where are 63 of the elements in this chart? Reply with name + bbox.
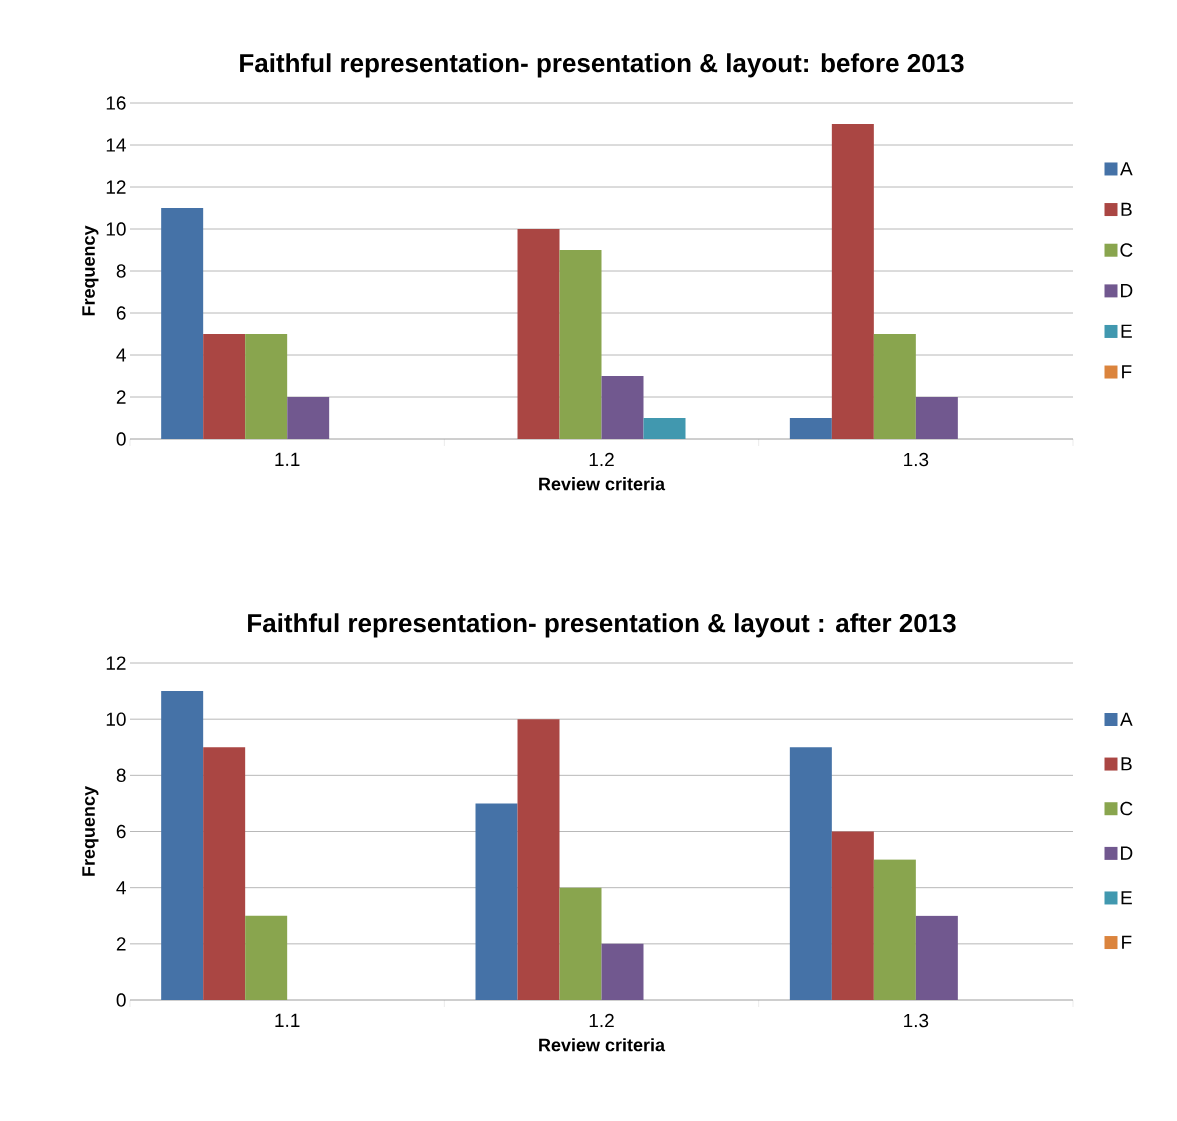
- x-tick-label: 1.3: [904, 1013, 929, 1028]
- bar: [517, 719, 560, 1001]
- y-tick-label: 0: [116, 432, 126, 446]
- legend-label: E: [1121, 324, 1132, 338]
- bar: [601, 376, 644, 439]
- legend-label: B: [1121, 757, 1132, 771]
- bar: [245, 915, 288, 1001]
- bar: [287, 397, 330, 439]
- bar: [203, 747, 246, 1001]
- x-tick-label: 1.2: [589, 452, 614, 467]
- bar: [475, 803, 518, 1001]
- bar: [245, 334, 288, 439]
- bar: [601, 943, 644, 1001]
- y-tick-label: 6: [116, 306, 126, 320]
- y-tick-label: 0: [116, 993, 126, 1007]
- y-tick-label: 16: [106, 96, 126, 110]
- bar: [789, 747, 832, 1001]
- legend-label: A: [1120, 162, 1133, 176]
- y-axis-title: Frequency: [82, 786, 99, 876]
- y-tick-label: 12: [106, 180, 126, 194]
- bar: [559, 250, 602, 439]
- bar: [915, 397, 958, 439]
- bar: [517, 229, 560, 439]
- x-tick-label: 1.2: [589, 1013, 614, 1028]
- legend-label: D: [1121, 284, 1133, 298]
- bar: [915, 915, 958, 1001]
- legend-label: A: [1120, 712, 1133, 726]
- bar: [831, 831, 874, 1001]
- legend-label: C: [1120, 801, 1133, 816]
- bar: [203, 334, 246, 439]
- legend-label: F: [1122, 365, 1132, 379]
- y-tick-label: 2: [116, 390, 126, 404]
- chart-title: Faithful representation- presentation & layout : after 2013: [248, 613, 956, 638]
- y-tick-label: 10: [106, 712, 126, 726]
- legend-label: F: [1122, 935, 1132, 949]
- y-tick-label: 10: [106, 222, 126, 236]
- legend-label: B: [1121, 202, 1132, 216]
- x-axis-title: Review criteria: [539, 477, 666, 491]
- bar: [831, 124, 874, 439]
- legend-label: D: [1121, 846, 1133, 860]
- bar: [873, 334, 916, 439]
- bar: [873, 859, 916, 1001]
- x-tick-label: 1.1: [275, 1013, 300, 1027]
- y-tick-label: 4: [116, 881, 126, 895]
- y-tick-label: 6: [116, 824, 126, 839]
- y-tick-label: 2: [116, 937, 126, 951]
- y-tick-label: 14: [106, 138, 126, 152]
- x-tick-label: 1.1: [275, 452, 300, 466]
- legend-label: E: [1121, 891, 1132, 905]
- y-tick-label: 4: [116, 348, 126, 362]
- bar: [161, 691, 204, 1001]
- y-tick-label: 8: [116, 768, 126, 783]
- bar: [643, 418, 686, 439]
- y-tick-label: 12: [106, 656, 126, 670]
- chart-title: Faithful representation- presentation & layout: before 2013: [240, 53, 964, 78]
- y-tick-label: 8: [116, 264, 126, 278]
- legend-label: C: [1120, 243, 1133, 257]
- x-axis-title: Review criteria: [539, 1038, 666, 1052]
- bar: [789, 418, 832, 439]
- bar: [161, 208, 204, 439]
- y-axis-title: Frequency: [82, 225, 99, 316]
- bar: [559, 887, 602, 1001]
- x-tick-label: 1.3: [904, 452, 929, 467]
